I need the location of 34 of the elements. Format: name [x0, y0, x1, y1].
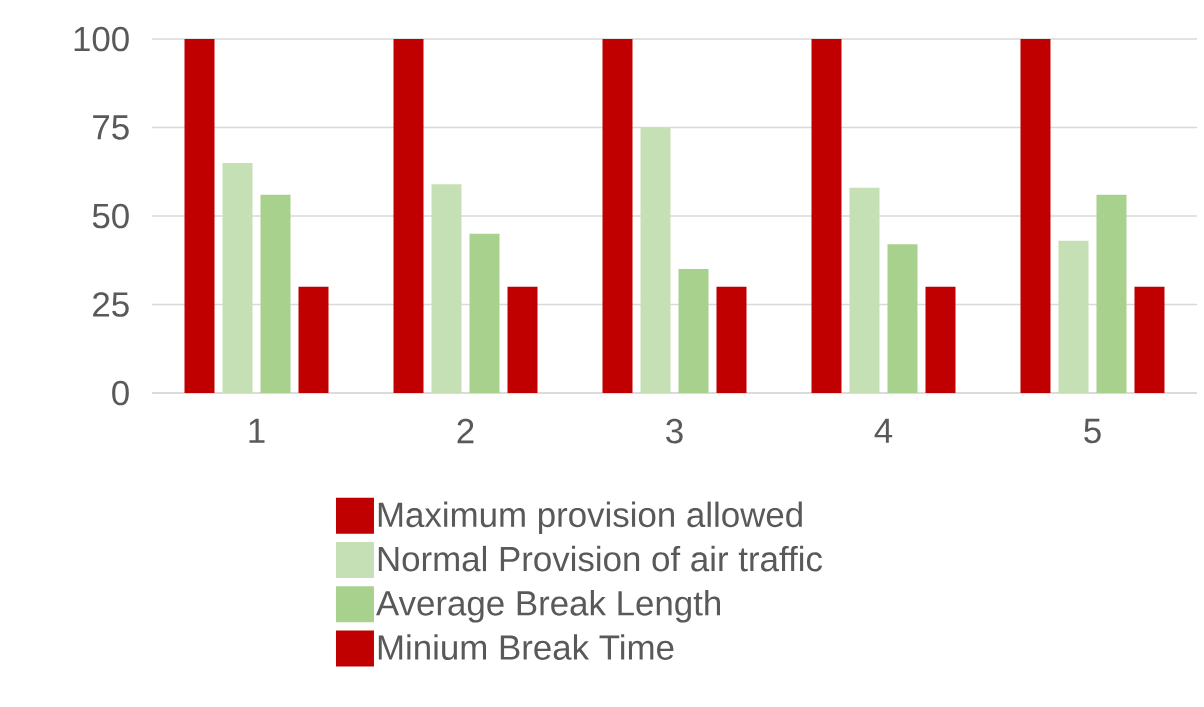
bar: [469, 233, 500, 393]
bar: [849, 187, 880, 393]
legend-label: Maximum provision allowed: [378, 501, 802, 535]
bar: [678, 269, 709, 393]
legend-label: Average Break Length: [376, 590, 720, 623]
bar: [184, 39, 215, 393]
x-tick-label: 1: [249, 418, 265, 443]
bar: [393, 39, 424, 393]
legend-label: Normal Provision of air traffic: [378, 545, 822, 572]
x-tick-label: 3: [666, 418, 683, 444]
bar: [507, 286, 538, 393]
x-tick-label: 5: [1084, 418, 1101, 444]
bar: [298, 286, 329, 393]
y-tick-label: 50: [92, 203, 129, 229]
bar: [222, 162, 253, 393]
bar: [716, 286, 747, 393]
bar: [925, 286, 956, 393]
bar: [1134, 286, 1165, 393]
bar: [887, 244, 918, 393]
x-tick-label: 2: [457, 418, 474, 444]
bar: [1058, 240, 1089, 393]
bar: [1096, 194, 1127, 393]
bar: [811, 39, 842, 393]
bar: [1020, 39, 1051, 393]
bar: [602, 39, 633, 393]
legend-label: Minium Break Time: [378, 634, 674, 660]
y-tick-label: 100: [74, 26, 129, 52]
y-tick-label: 0: [112, 380, 129, 406]
bar: [640, 127, 671, 393]
bar: [431, 184, 462, 393]
y-tick-label: 75: [93, 115, 129, 140]
bar: [260, 194, 291, 393]
y-tick-label: 25: [93, 292, 129, 317]
x-tick-label: 4: [874, 418, 893, 443]
